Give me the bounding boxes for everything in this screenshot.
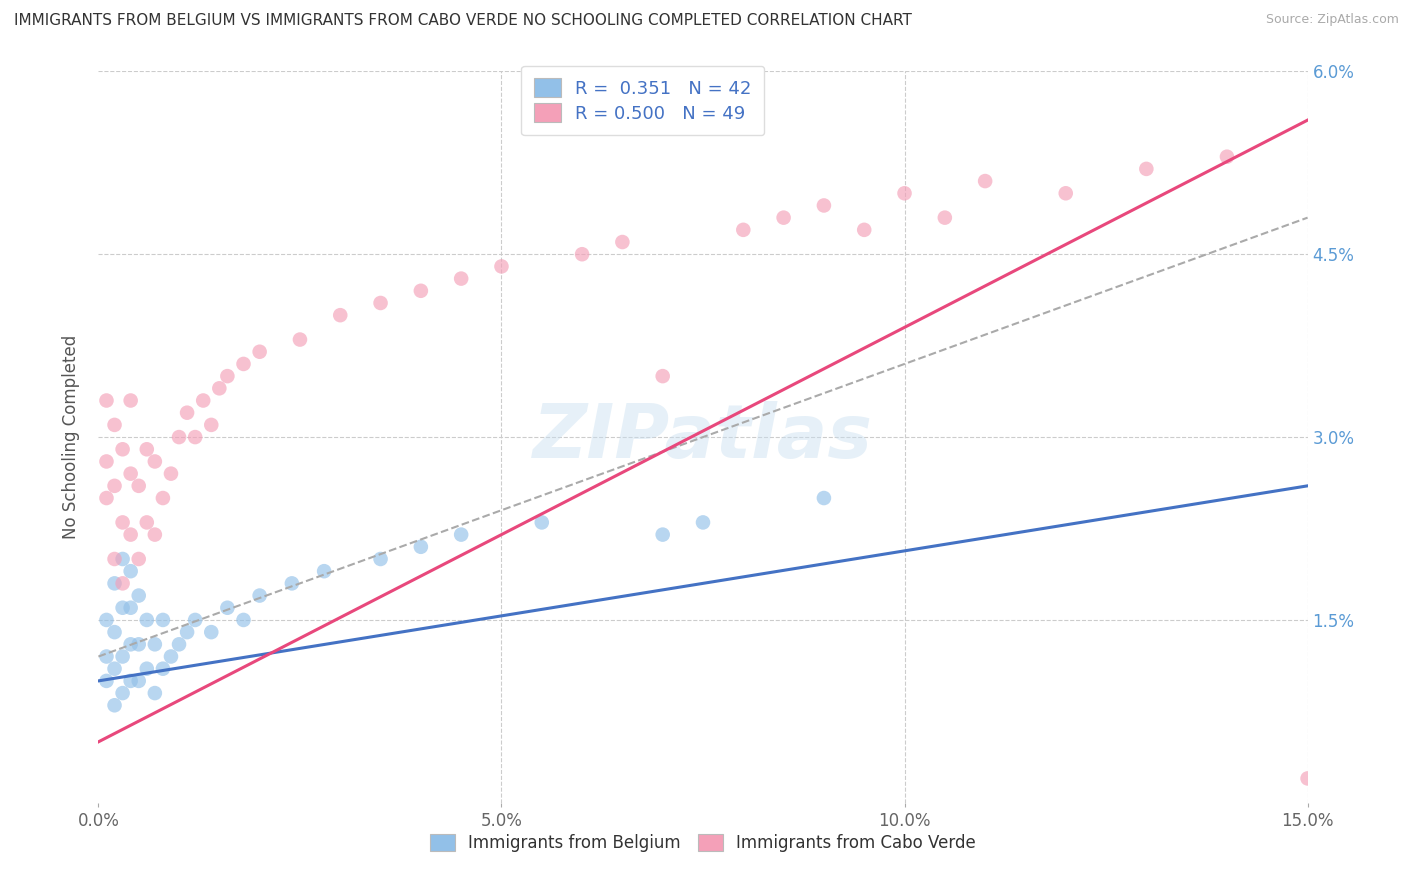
Point bbox=[152, 491, 174, 505]
Point bbox=[232, 613, 254, 627]
Point bbox=[370, 296, 392, 310]
Point bbox=[1296, 772, 1319, 786]
Point bbox=[120, 467, 142, 481]
Point bbox=[128, 479, 150, 493]
Point bbox=[974, 174, 997, 188]
Point bbox=[612, 235, 634, 249]
Point bbox=[111, 516, 134, 530]
Point bbox=[200, 417, 222, 432]
Point bbox=[120, 600, 142, 615]
Point bbox=[249, 344, 271, 359]
Point bbox=[120, 564, 142, 578]
Point bbox=[450, 271, 472, 285]
Point bbox=[111, 649, 134, 664]
Legend: Immigrants from Belgium, Immigrants from Cabo Verde: Immigrants from Belgium, Immigrants from… bbox=[422, 825, 984, 860]
Point bbox=[103, 662, 125, 676]
Point bbox=[135, 662, 157, 676]
Point bbox=[111, 576, 134, 591]
Point bbox=[853, 223, 876, 237]
Point bbox=[143, 686, 166, 700]
Point bbox=[160, 649, 183, 664]
Point bbox=[120, 673, 142, 688]
Point bbox=[103, 576, 125, 591]
Point bbox=[152, 613, 174, 627]
Point bbox=[249, 589, 271, 603]
Point bbox=[160, 467, 183, 481]
Point bbox=[176, 625, 198, 640]
Point bbox=[135, 613, 157, 627]
Point bbox=[370, 552, 392, 566]
Point bbox=[651, 527, 673, 541]
Point bbox=[934, 211, 956, 225]
Point bbox=[103, 417, 125, 432]
Point bbox=[288, 333, 311, 347]
Point bbox=[103, 552, 125, 566]
Point bbox=[281, 576, 304, 591]
Point bbox=[143, 454, 166, 468]
Point bbox=[530, 516, 553, 530]
Point bbox=[167, 430, 190, 444]
Point bbox=[135, 442, 157, 457]
Point bbox=[143, 527, 166, 541]
Point bbox=[450, 527, 472, 541]
Point bbox=[176, 406, 198, 420]
Point bbox=[329, 308, 352, 322]
Point bbox=[128, 637, 150, 651]
Text: IMMIGRANTS FROM BELGIUM VS IMMIGRANTS FROM CABO VERDE NO SCHOOLING COMPLETED COR: IMMIGRANTS FROM BELGIUM VS IMMIGRANTS FR… bbox=[14, 13, 912, 29]
Point bbox=[184, 430, 207, 444]
Point bbox=[733, 223, 755, 237]
Point bbox=[103, 479, 125, 493]
Point bbox=[692, 516, 714, 530]
Point bbox=[651, 369, 673, 384]
Point bbox=[120, 637, 142, 651]
Point bbox=[167, 637, 190, 651]
Point bbox=[128, 589, 150, 603]
Point bbox=[571, 247, 593, 261]
Point bbox=[232, 357, 254, 371]
Point bbox=[111, 442, 134, 457]
Point bbox=[143, 637, 166, 651]
Point bbox=[193, 393, 215, 408]
Point bbox=[128, 673, 150, 688]
Point bbox=[96, 673, 118, 688]
Point bbox=[200, 625, 222, 640]
Point bbox=[96, 393, 118, 408]
Point bbox=[409, 284, 432, 298]
Point bbox=[96, 613, 118, 627]
Point bbox=[314, 564, 336, 578]
Point bbox=[111, 686, 134, 700]
Point bbox=[1054, 186, 1077, 201]
Point bbox=[96, 649, 118, 664]
Point bbox=[184, 613, 207, 627]
Point bbox=[208, 381, 231, 395]
Point bbox=[1135, 161, 1157, 176]
Point bbox=[893, 186, 915, 201]
Point bbox=[135, 516, 157, 530]
Point bbox=[111, 552, 134, 566]
Point bbox=[409, 540, 432, 554]
Point bbox=[120, 527, 142, 541]
Text: ZIPatlas: ZIPatlas bbox=[533, 401, 873, 474]
Point bbox=[103, 698, 125, 713]
Point bbox=[813, 491, 835, 505]
Point bbox=[96, 491, 118, 505]
Point bbox=[217, 369, 239, 384]
Y-axis label: No Schooling Completed: No Schooling Completed bbox=[62, 335, 80, 539]
Text: Source: ZipAtlas.com: Source: ZipAtlas.com bbox=[1265, 13, 1399, 27]
Point bbox=[152, 662, 174, 676]
Point bbox=[128, 552, 150, 566]
Point bbox=[120, 393, 142, 408]
Point bbox=[491, 260, 513, 274]
Point bbox=[1216, 150, 1239, 164]
Point bbox=[772, 211, 794, 225]
Point bbox=[217, 600, 239, 615]
Point bbox=[96, 454, 118, 468]
Point bbox=[111, 600, 134, 615]
Point bbox=[103, 625, 125, 640]
Point bbox=[813, 198, 835, 212]
